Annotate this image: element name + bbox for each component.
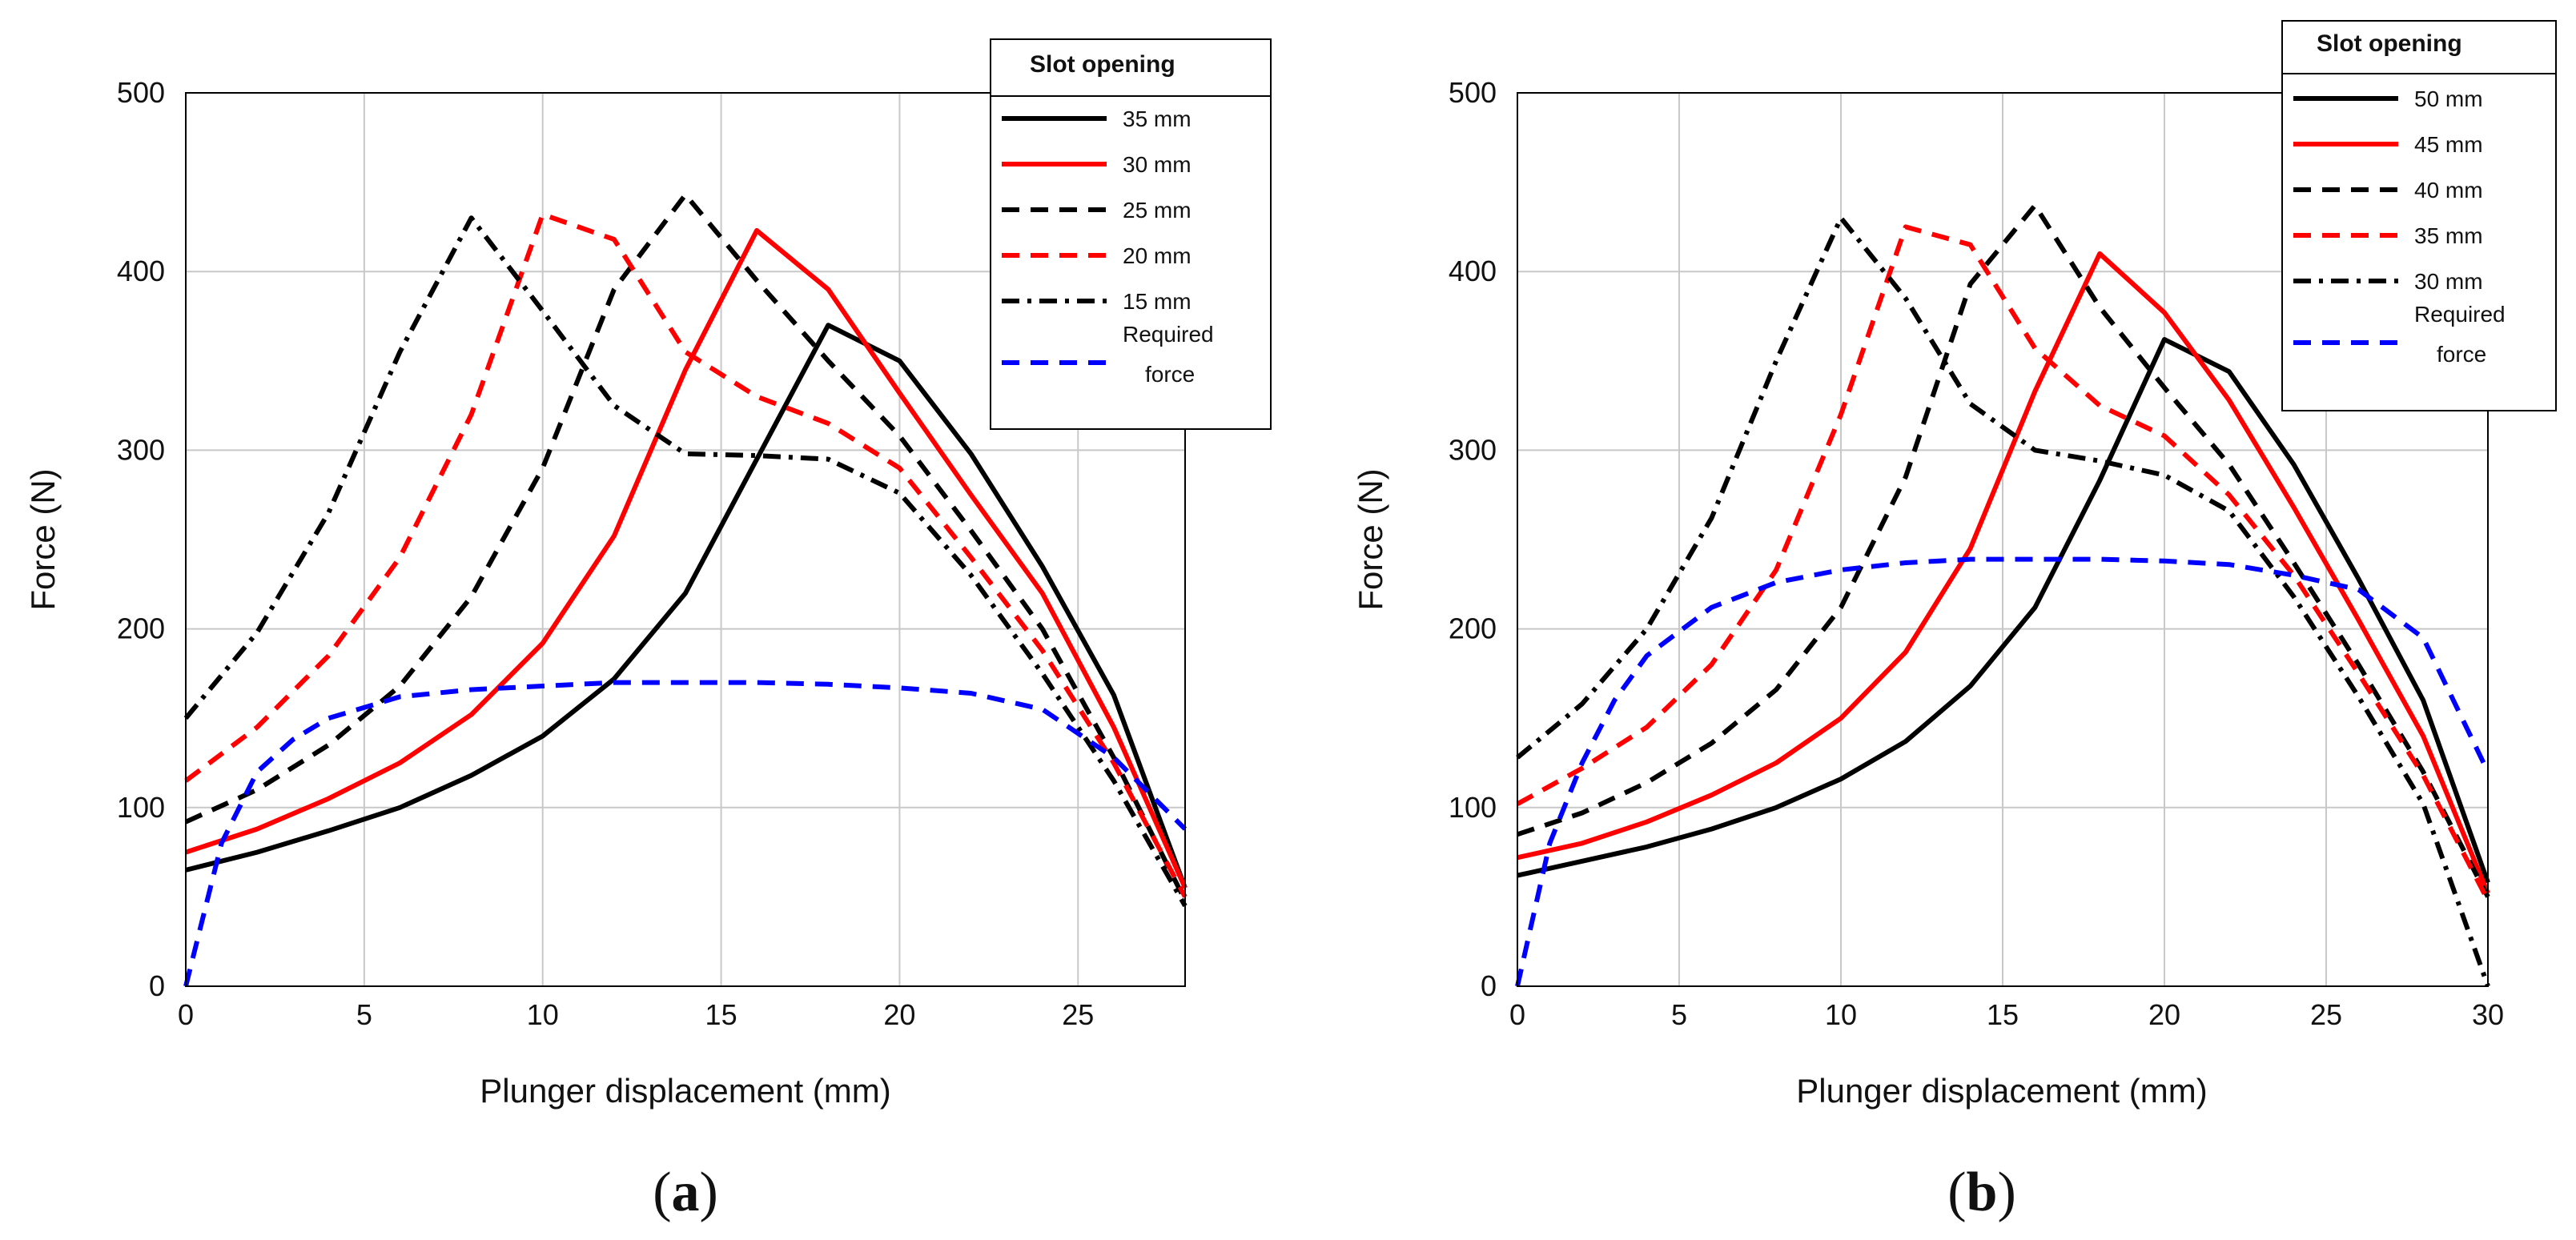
y-tick-label: 300 <box>117 433 165 466</box>
legend-label: 15 mm <box>1123 289 1192 314</box>
x-tick-label: 10 <box>527 998 559 1031</box>
series-group-a <box>183 192 1188 987</box>
legend-label: 25 mm <box>1123 198 1192 223</box>
y-tick-label: 400 <box>117 255 165 287</box>
x-tick-label: 25 <box>1062 998 1094 1031</box>
legend-label: 35 mm <box>2414 223 2483 248</box>
legend-title-b: Slot opening <box>2317 30 2462 57</box>
legend-title-a: Slot opening <box>1030 51 1175 78</box>
legend-box-a <box>990 38 1272 430</box>
series-line-20-mm <box>184 211 1188 898</box>
y-tick-label: 200 <box>1449 612 1497 645</box>
y-tick-label: 100 <box>1449 791 1497 824</box>
y-tick-label: 300 <box>1449 433 1497 466</box>
x-tick-label: 5 <box>356 998 372 1031</box>
legend-items-b: 50 mm 45 mm 40 mm 35 mm 30 mm Required force <box>2293 86 2506 367</box>
legend-box-b <box>2281 20 2557 411</box>
x-tick-label: 20 <box>2148 998 2180 1031</box>
y-tick-label: 500 <box>117 76 165 109</box>
y-tick-label: 400 <box>1449 255 1497 287</box>
series-line-required-force <box>183 680 1188 987</box>
plot-frame-b <box>1517 92 2489 987</box>
x-axis-label-a: Plunger displacement (mm) <box>480 1072 891 1110</box>
x-tick-label: 25 <box>2310 998 2342 1031</box>
y-tick-label: 200 <box>117 612 165 645</box>
y-axis-label-b: Force (N) <box>1352 468 1389 610</box>
legend-label: 50 mm <box>2414 86 2483 111</box>
series-group-b <box>1515 203 2490 988</box>
y-tick-label: 100 <box>117 791 165 824</box>
legend-label: Required <box>2414 302 2506 327</box>
series-line-35-mm <box>185 323 1188 889</box>
legend-label: 35 mm <box>1123 106 1192 131</box>
series-line-30-mm <box>1516 215 2490 988</box>
legend-label: Required <box>1123 322 1214 347</box>
chart-panel-a: 0 5 10 15 20 25 0 100 200 300 400 500 Plunger displ… <box>24 38 1272 1223</box>
plot-frame-a <box>185 92 1186 987</box>
x-tick-label: 0 <box>178 998 194 1031</box>
legend-label: 45 mm <box>2414 132 2483 157</box>
legend-label: force <box>1145 362 1195 387</box>
y-tick-label: 500 <box>1449 76 1497 109</box>
series-line-40-mm <box>1517 203 2490 898</box>
x-tick-label: 30 <box>2472 998 2504 1031</box>
x-tick-label: 20 <box>883 998 915 1031</box>
legend-label: 30 mm <box>1123 152 1192 177</box>
x-tick-label: 0 <box>1509 998 1525 1031</box>
x-tick-label: 5 <box>1671 998 1687 1031</box>
panel-label-b: (b) <box>1947 1162 2016 1223</box>
series-line-45-mm <box>1517 251 2490 895</box>
y-axis-label-a: Force (N) <box>24 468 62 610</box>
legend-label: 30 mm <box>2414 269 2483 294</box>
x-tick-label: 15 <box>1987 998 2019 1031</box>
x-tick-label: 15 <box>705 998 737 1031</box>
legend-b: Slot opening 50 mm 45 mm 40 mm 35 mm 30 mm Re… <box>2281 20 2557 411</box>
series-line-15-mm <box>183 215 1188 908</box>
panel-label-a: (a) <box>653 1162 718 1223</box>
x-tick-label: 10 <box>1825 998 1857 1031</box>
series-line-required-force <box>1515 556 2490 987</box>
legend-items-a: 35 mm 30 mm 25 mm 20 mm 15 mm Required force <box>1002 106 1214 387</box>
legend-label: 40 mm <box>2414 178 2483 203</box>
y-tick-label: 0 <box>149 969 165 1002</box>
legend-a: Slot opening 35 mm 30 mm 25 mm 20 mm 15 mm Re… <box>990 38 1272 430</box>
y-tick-label: 0 <box>1481 969 1497 1002</box>
legend-label: force <box>2437 342 2486 367</box>
series-line-50-mm <box>1517 337 2490 884</box>
series-line-30-mm <box>185 227 1188 889</box>
series-line-35-mm <box>1516 224 2490 902</box>
x-axis-label-b: Plunger displacement (mm) <box>1796 1072 2208 1110</box>
tick-labels-a: 0 5 10 15 20 25 0 100 200 300 400 500 <box>117 76 1094 1031</box>
legend-label: 20 mm <box>1123 243 1192 268</box>
